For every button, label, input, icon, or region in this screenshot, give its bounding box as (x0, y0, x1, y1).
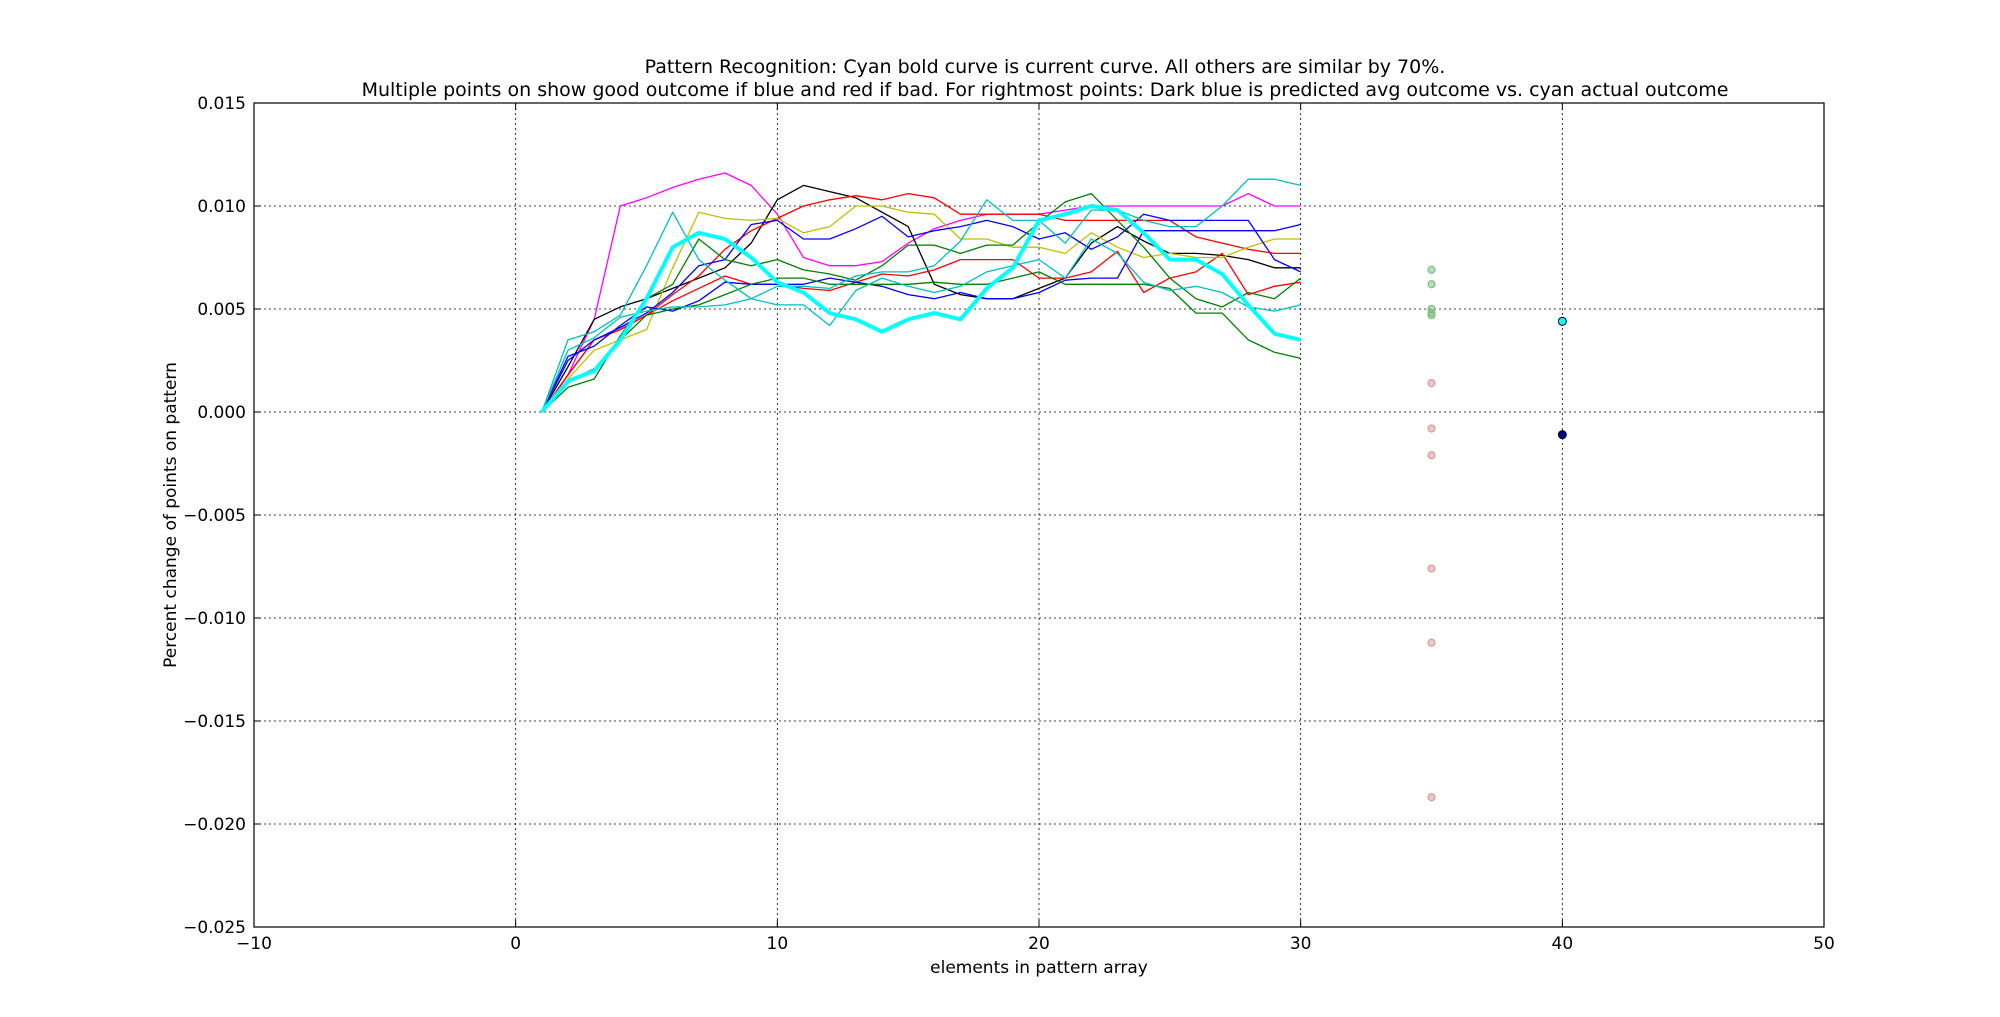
good-outcome-point (1427, 311, 1436, 320)
x-axis-ticks: −10 0 10 20 30 40 50 (236, 103, 1835, 954)
x-tick-label: 30 (1290, 934, 1312, 954)
bad-outcome-point (1427, 451, 1436, 460)
similar-pattern-line-4 (541, 250, 1301, 413)
chart-subtitle: Multiple points on show good outcome if … (362, 79, 1729, 101)
x-tick-label: 0 (510, 934, 521, 954)
x-tick-label: 50 (1813, 934, 1835, 954)
bad-outcome-point (1427, 564, 1436, 573)
similar-pattern-line-8 (541, 192, 1302, 413)
y-tick-label: −0.015 (183, 712, 246, 732)
x-tick-label: 20 (1028, 934, 1050, 954)
x-tick-label: 40 (1552, 934, 1574, 954)
good-outcome-point (1427, 280, 1436, 289)
y-tick-label: 0.000 (197, 403, 246, 423)
plot-frame (253, 102, 1825, 928)
similar-pattern-line-5 (541, 205, 1301, 413)
y-axis-ticks: −0.025 −0.020 −0.015 −0.010 −0.005 0.000 0.005… (183, 94, 1824, 938)
good-outcome-point (1427, 265, 1436, 274)
similar-pattern-line-3 (541, 192, 1301, 413)
outcome-points (1427, 265, 1567, 802)
similar-pattern-line-11 (541, 178, 1301, 413)
similar-pattern-line-6 (541, 213, 1301, 413)
chart-title: Pattern Recognition: Cyan bold curve is … (645, 56, 1446, 78)
y-tick-label: 0.010 (197, 197, 246, 217)
x-tick-label: 10 (767, 934, 789, 954)
bad-outcome-point (1427, 793, 1436, 802)
y-tick-label: −0.020 (183, 815, 246, 835)
bad-outcome-point (1427, 424, 1436, 433)
similar-pattern-line-2 (541, 184, 1301, 413)
bad-outcome-point (1427, 379, 1436, 388)
similar-pattern-line-10 (541, 211, 1301, 413)
y-axis-label: Percent change of points on pattern (161, 362, 181, 668)
bad-outcome-point (1427, 638, 1436, 647)
similar-pattern-line-1 (541, 172, 1301, 413)
actual-outcome-point (1557, 316, 1567, 326)
similar-pattern-lines (540, 172, 1302, 414)
predicted-outcome-point (1557, 430, 1567, 440)
x-tick-label: −10 (236, 934, 272, 954)
y-tick-label: −0.005 (183, 506, 246, 526)
y-tick-label: −0.010 (183, 609, 246, 629)
current-curve-line (540, 204, 1302, 414)
y-tick-label: 0.015 (197, 94, 246, 114)
similar-pattern-line-9 (541, 271, 1301, 413)
y-tick-label: −0.025 (183, 918, 246, 938)
x-axis-label: elements in pattern array (930, 958, 1148, 978)
y-tick-label: 0.005 (197, 300, 246, 320)
